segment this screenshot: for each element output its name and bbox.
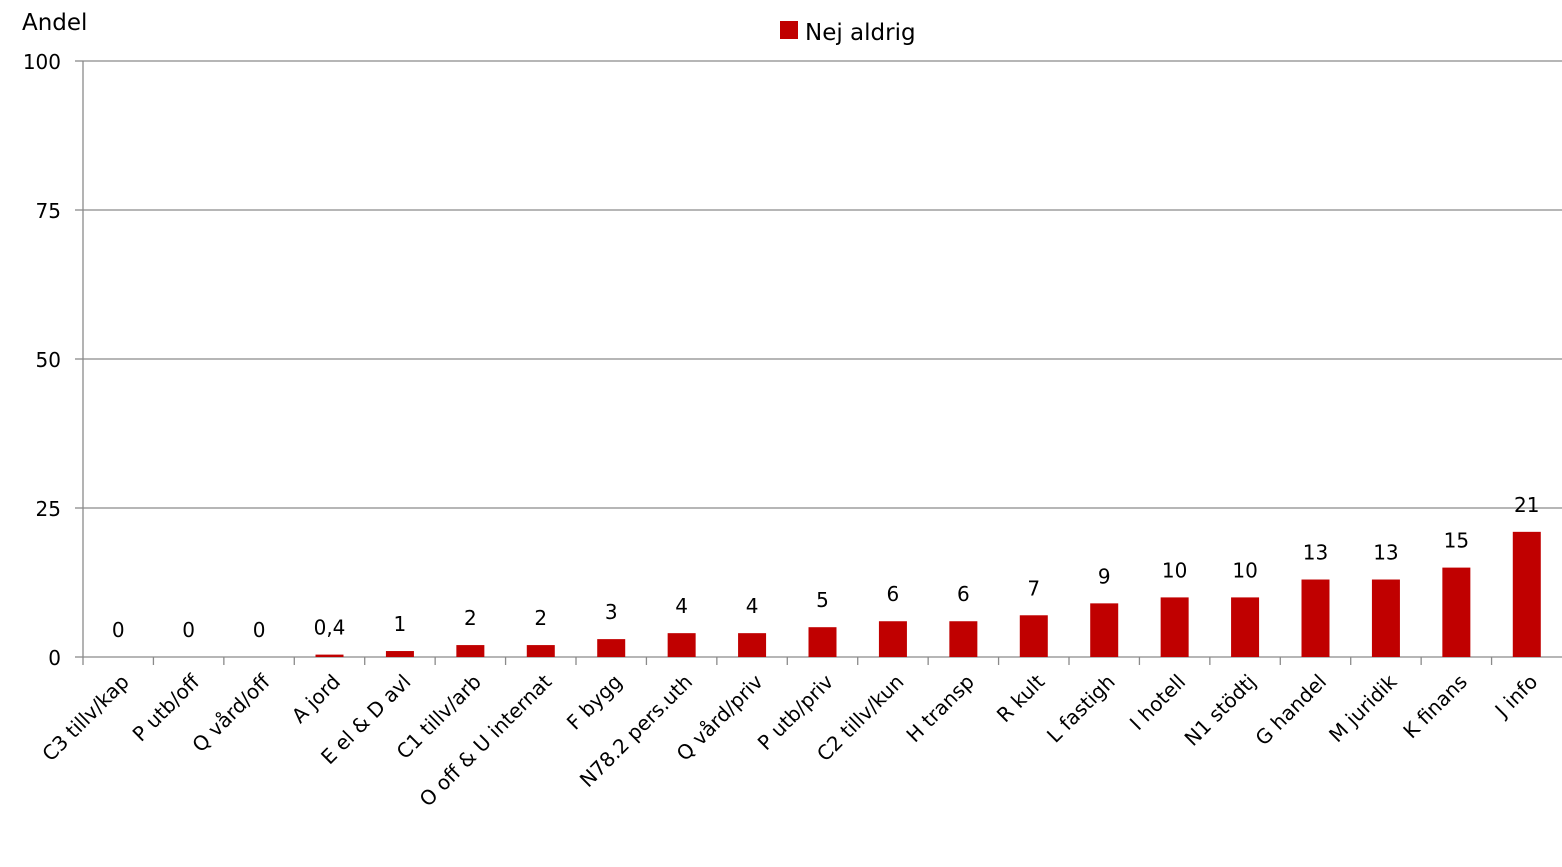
data-label: 7 (1027, 576, 1040, 600)
x-tick-label: F bygg (562, 670, 627, 735)
bar (1090, 603, 1119, 657)
x-tick-label: R kult (992, 669, 1050, 727)
x-tick-label: Q vård/off (187, 669, 275, 757)
x-tick-label: K finans (1398, 670, 1472, 744)
gridlines (83, 60, 1562, 509)
axes (75, 60, 1562, 665)
data-labels: 0 0 0 0,4 1 2 2 3 4 4 5 6 6 7 9 10 10 13 13 15 21 (112, 493, 1540, 642)
data-label: 2 (534, 606, 547, 630)
data-label: 15 (1444, 529, 1469, 553)
y-axis-label: Andel (22, 10, 87, 36)
bar (315, 654, 344, 657)
data-label: 9 (1098, 564, 1111, 588)
y-tick-label: 25 (36, 497, 61, 521)
x-tick-label: I hotell (1125, 670, 1190, 735)
bar (1442, 567, 1471, 657)
x-tick-label: C3 tillv/kap (37, 670, 133, 766)
bar (456, 645, 485, 657)
data-label: 1 (394, 612, 407, 636)
bar (667, 633, 696, 657)
legend-label: Nej aldrig (805, 20, 916, 46)
x-tick-label: O off & U internat (415, 669, 557, 811)
data-label: 13 (1303, 541, 1328, 565)
bar (385, 651, 414, 657)
data-label: 13 (1373, 541, 1398, 565)
y-tick-label: 75 (36, 199, 61, 223)
data-label: 4 (675, 594, 688, 618)
bar (949, 621, 978, 657)
data-label: 0 (112, 618, 125, 642)
data-label: 0 (253, 618, 266, 642)
bar (526, 645, 555, 657)
data-label: 0 (182, 618, 195, 642)
bars (315, 531, 1541, 657)
bar (1160, 597, 1189, 657)
data-label: 2 (464, 606, 477, 630)
x-tick-label: M juridik (1324, 669, 1402, 747)
x-tick-label: L fastigh (1042, 670, 1120, 748)
data-label: 4 (746, 594, 759, 618)
bar (738, 633, 767, 657)
bar (1512, 531, 1541, 657)
y-tick-labels: 0 25 50 75 100 (23, 50, 61, 670)
x-tick-label: G handel (1250, 670, 1331, 751)
y-tick-label: 50 (36, 348, 61, 372)
x-tick-label: J info (1489, 670, 1543, 724)
bar (878, 621, 907, 657)
bar (808, 627, 837, 657)
legend: Nej aldrig (780, 20, 916, 46)
data-label: 10 (1162, 558, 1187, 582)
data-label: 0,4 (314, 616, 346, 640)
data-label: 10 (1232, 558, 1257, 582)
bar (1019, 615, 1048, 657)
data-label: 21 (1514, 493, 1539, 517)
bar (1301, 579, 1330, 657)
x-tick-label: N1 stödtj (1180, 670, 1261, 751)
data-label: 6 (887, 582, 900, 606)
data-label: 5 (816, 588, 829, 612)
bar (1371, 579, 1400, 657)
bar (1231, 597, 1260, 657)
bar (597, 639, 626, 657)
data-label: 3 (605, 600, 618, 624)
x-tick-label: H transp (901, 670, 978, 747)
y-tick-label: 100 (23, 50, 61, 74)
data-label: 6 (957, 582, 970, 606)
legend-swatch (780, 21, 798, 39)
y-tick-label: 0 (48, 646, 61, 670)
x-tick-label: A jord (287, 670, 345, 728)
